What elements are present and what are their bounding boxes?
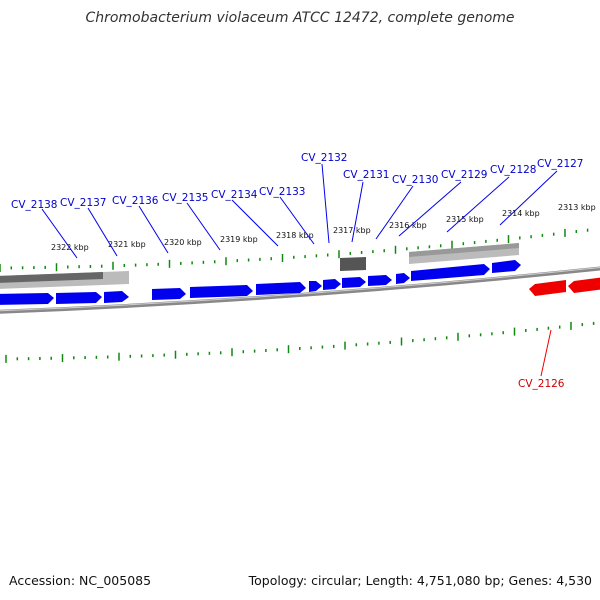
leader-line [186,202,221,251]
chromosome-backbone [0,266,600,314]
accession-text: Accession: NC_005085 [9,573,151,588]
leader-line [499,170,558,226]
rna-feature[interactable] [103,271,129,285]
label-leader-lines [41,163,558,377]
leader-line [398,181,462,237]
leader-line [279,196,315,245]
rna-feature[interactable] [0,272,103,283]
gene-arrow[interactable] [492,260,521,273]
gene-arrow[interactable] [529,280,566,296]
kbp-label: 2315 kbp [446,215,484,224]
chromosome-backbone-highlight [0,267,600,312]
kbp-label: 2318 kbp [276,231,314,240]
kbp-label: 2314 kbp [502,209,540,218]
gene-label-cv2138[interactable]: CV_2138 [11,199,58,211]
gene-arrow[interactable] [309,281,322,292]
leader-line [231,199,279,247]
leader-line [87,207,118,257]
forward-strand-genes [0,260,521,305]
gene-arrow[interactable] [104,291,129,303]
gene-label-cv2129[interactable]: CV_2129 [441,169,488,181]
gene-arrow[interactable] [323,279,341,290]
map-title: Chromobacterium violaceum ATCC 12472, co… [85,10,514,26]
outer-scale-ring [0,228,589,272]
gene-arrow[interactable] [256,282,306,295]
rna-features [0,243,519,289]
kbp-label: 2316 kbp [389,221,427,230]
kbp-label: 2317 kbp [333,226,371,235]
inner-scale-ring [5,321,595,363]
gene-arrow[interactable] [368,275,392,286]
leader-line [41,208,78,259]
gene-label-cv2133[interactable]: CV_2133 [259,186,306,198]
gene-label-cv2130[interactable]: CV_2130 [392,174,439,186]
rna-feature[interactable] [409,243,519,257]
kbp-label: 2313 kbp [558,203,596,212]
gene-arrow[interactable] [411,264,490,281]
rna-feature[interactable] [340,257,366,271]
gene-arrow[interactable] [342,277,366,288]
kbp-label: 2320 kbp [164,238,202,247]
leader-line [446,176,510,233]
gene-label-cv2126[interactable]: CV_2126 [518,378,565,390]
gene-arrow[interactable] [190,285,253,298]
leader-line [321,163,330,244]
gene-label-cv2134[interactable]: CV_2134 [211,189,258,201]
leader-line [375,185,414,240]
leader-line [540,329,552,377]
gene-label-cv2137[interactable]: CV_2137 [60,197,107,209]
gene-label-cv2135[interactable]: CV_2135 [162,192,209,204]
kbp-label: 2321 kbp [108,240,146,249]
gene-arrow[interactable] [152,288,186,300]
gene-arrow[interactable] [396,273,410,284]
gene-label-cv2127[interactable]: CV_2127 [537,158,584,170]
leader-line [138,205,169,254]
gene-label-cv2136[interactable]: CV_2136 [112,195,159,207]
gene-label-cv2132[interactable]: CV_2132 [301,152,348,164]
topology-text: Topology: circular; Length: 4,751,080 bp… [248,573,592,588]
gene-arrow[interactable] [0,293,54,305]
leader-line [351,181,364,243]
reverse-strand-genes [529,277,600,296]
gene-arrow[interactable] [56,292,102,304]
gene-label-cv2131[interactable]: CV_2131 [343,169,390,181]
gene-labels: CV_2138 CV_2137 CV_2136 CV_2135 CV_2134 … [11,152,584,390]
gene-arrow[interactable] [568,277,600,293]
gene-label-cv2128[interactable]: CV_2128 [490,164,537,176]
kbp-label: 2319 kbp [220,235,258,244]
